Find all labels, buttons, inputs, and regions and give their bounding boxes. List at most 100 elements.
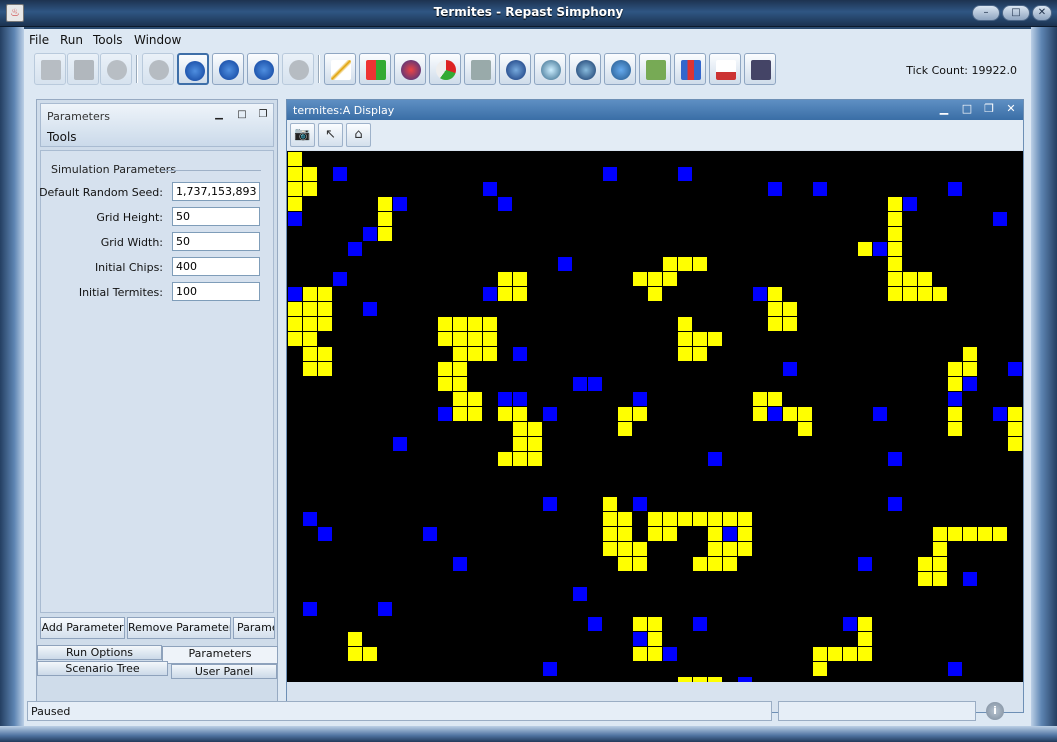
panel-restore-icon[interactable]: ❐	[258, 109, 268, 120]
wood-chip	[693, 677, 707, 682]
display-maximize-icon[interactable]: □	[961, 102, 973, 115]
calculator-button[interactable]	[464, 53, 496, 85]
wood-chip	[483, 332, 497, 346]
display-restore-icon[interactable]: ❐	[984, 102, 994, 115]
wood-chip	[888, 197, 902, 211]
param-label-grid-width: Grid Width:	[100, 236, 163, 249]
termite	[633, 392, 647, 406]
open-icon	[41, 60, 61, 80]
maximize-button[interactable]: □	[1002, 5, 1030, 21]
wood-chip	[618, 527, 632, 541]
chart-button[interactable]	[324, 53, 356, 85]
gallery-button[interactable]	[639, 53, 671, 85]
export-icon	[611, 60, 631, 80]
panel-minimize-icon[interactable]: ▁	[215, 109, 223, 120]
robot-button[interactable]	[744, 53, 776, 85]
tab-run-options[interactable]: Run Options	[37, 645, 162, 660]
camera-button[interactable]: 📷	[290, 123, 315, 147]
wood-chip	[513, 407, 527, 421]
wood-chip	[768, 317, 782, 331]
display-minimize-icon[interactable]: ▁	[939, 102, 949, 115]
wood-chip	[378, 197, 392, 211]
step-button[interactable]	[177, 53, 209, 85]
database-button[interactable]	[100, 53, 132, 85]
wood-chip	[948, 527, 962, 541]
menu-tools[interactable]: Tools	[93, 33, 123, 47]
parameters-more-button[interactable]: Parame	[233, 617, 275, 639]
stop-button[interactable]	[247, 53, 279, 85]
wood-chip	[858, 617, 872, 631]
histogram-button[interactable]	[674, 53, 706, 85]
people-icon	[401, 60, 421, 80]
wood-chip	[918, 272, 932, 286]
wood-chip	[288, 317, 302, 331]
home-button[interactable]: ⌂	[346, 123, 371, 147]
colorgrid-button[interactable]	[359, 53, 391, 85]
info-icon[interactable]: i	[986, 702, 1004, 720]
export-button[interactable]	[604, 53, 636, 85]
tab-user-panel[interactable]: User Panel	[171, 664, 277, 679]
param-input-initial-chips[interactable]	[172, 257, 260, 276]
power-button[interactable]	[142, 53, 174, 85]
termite	[1008, 362, 1022, 376]
termite	[438, 407, 452, 421]
play-button[interactable]	[212, 53, 244, 85]
termite	[363, 227, 377, 241]
termite	[333, 167, 347, 181]
wood-chip	[453, 362, 467, 376]
wood-chip	[888, 227, 902, 241]
tab-scenario-tree[interactable]: Scenario Tree	[37, 661, 168, 676]
globe-icon	[506, 60, 526, 80]
tools-label[interactable]: Tools	[47, 130, 77, 144]
magnifier-button[interactable]	[534, 53, 566, 85]
wood-chip	[603, 497, 617, 511]
wood-chip	[1008, 407, 1022, 421]
database-icon	[107, 60, 127, 80]
report-button[interactable]	[709, 53, 741, 85]
param-input-grid-width[interactable]	[172, 232, 260, 251]
param-input-grid-height[interactable]	[172, 207, 260, 226]
piechart-icon	[436, 60, 456, 80]
wood-chip	[678, 677, 692, 682]
termite	[948, 662, 962, 676]
save-button[interactable]	[67, 53, 99, 85]
wood-chip	[918, 572, 932, 586]
termite	[378, 602, 392, 616]
parameters-header: Parameters ▁ □ ❐ Tools	[40, 103, 274, 147]
section-divider	[161, 170, 261, 171]
menu-window[interactable]: Window	[134, 33, 182, 47]
minimize-button[interactable]: –	[972, 5, 1000, 21]
wood-chip	[633, 617, 647, 631]
piechart-button[interactable]	[429, 53, 461, 85]
param-input-initial-termites[interactable]	[172, 282, 260, 301]
globe-button[interactable]	[499, 53, 531, 85]
wood-chip	[303, 302, 317, 316]
remove-parameters-button[interactable]: Remove Parameters	[127, 617, 231, 639]
wood-chip	[603, 512, 617, 526]
menu-run[interactable]: Run	[60, 33, 84, 47]
reset-button[interactable]	[282, 53, 314, 85]
parameters-panel: Parameters ▁ □ ❐ Tools Simulation Parame…	[36, 99, 278, 704]
display-panel: termites:A Display ▁ □ ❐ ✕ 📷 ↖ ⌂	[286, 99, 1024, 713]
close-button[interactable]: ✕	[1032, 5, 1052, 21]
add-parameter-button[interactable]: Add Parameter	[40, 617, 125, 639]
wood-chip	[528, 437, 542, 451]
menu-file[interactable]: File	[29, 33, 50, 47]
network-icon	[576, 60, 596, 80]
reset-icon	[289, 60, 309, 80]
wood-chip	[738, 542, 752, 556]
people-button[interactable]	[394, 53, 426, 85]
termite-grid[interactable]	[287, 151, 1023, 682]
termite	[723, 527, 737, 541]
network-button[interactable]	[569, 53, 601, 85]
wood-chip	[348, 632, 362, 646]
display-close-icon[interactable]: ✕	[1006, 102, 1016, 115]
power-icon	[149, 60, 169, 80]
tab-parameters[interactable]: Parameters	[162, 646, 278, 664]
panel-maximize-icon[interactable]: □	[237, 109, 247, 120]
select-button[interactable]: ↖	[318, 123, 343, 147]
termite	[888, 497, 902, 511]
param-input-seed[interactable]	[172, 182, 260, 201]
open-button[interactable]	[34, 53, 66, 85]
termite	[693, 617, 707, 631]
